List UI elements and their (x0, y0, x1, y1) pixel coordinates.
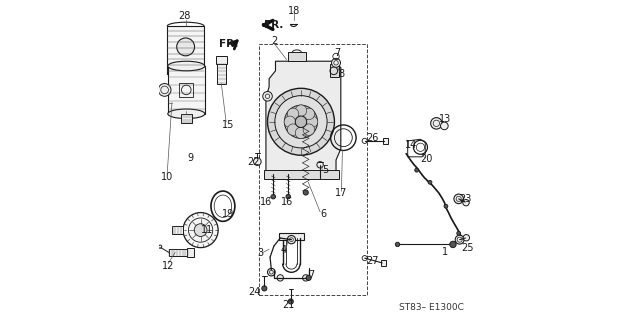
Circle shape (158, 84, 171, 96)
Text: 14: 14 (404, 140, 417, 150)
Bar (215, 56, 227, 64)
Bar (288, 52, 306, 61)
Circle shape (287, 124, 299, 135)
Text: 26: 26 (366, 133, 378, 143)
Bar (187, 248, 194, 257)
Bar (330, 64, 340, 77)
Circle shape (176, 38, 194, 56)
Text: 7: 7 (308, 270, 315, 280)
Bar (179, 83, 193, 97)
Text: 19: 19 (222, 209, 234, 219)
Circle shape (284, 116, 296, 127)
Text: 8: 8 (338, 69, 345, 79)
Circle shape (303, 124, 315, 135)
Bar (279, 233, 303, 240)
Text: 16: 16 (261, 197, 273, 207)
Text: 28: 28 (178, 11, 190, 21)
Text: 9: 9 (187, 153, 194, 164)
Text: 7: 7 (334, 48, 341, 58)
Circle shape (295, 116, 306, 127)
Text: 24: 24 (248, 287, 261, 297)
Circle shape (463, 199, 469, 206)
Text: FR.: FR. (219, 39, 238, 49)
Circle shape (262, 286, 267, 291)
Circle shape (457, 231, 461, 235)
Circle shape (295, 105, 306, 116)
Text: 13: 13 (439, 114, 451, 124)
Circle shape (455, 235, 464, 244)
Text: 23: 23 (459, 194, 471, 204)
Text: 3: 3 (257, 248, 264, 258)
Text: 6: 6 (320, 209, 326, 219)
Bar (169, 249, 188, 256)
Circle shape (306, 116, 318, 127)
Text: 22: 22 (247, 156, 259, 167)
Circle shape (454, 194, 464, 204)
Text: 18: 18 (287, 6, 300, 16)
Bar (383, 138, 388, 144)
Circle shape (441, 122, 448, 130)
Text: 5: 5 (322, 164, 328, 174)
Circle shape (288, 299, 293, 304)
Text: 15: 15 (222, 120, 234, 130)
Circle shape (286, 195, 290, 199)
Text: FR.: FR. (264, 20, 283, 29)
Circle shape (463, 235, 469, 241)
Circle shape (450, 241, 456, 248)
Circle shape (287, 108, 299, 120)
Text: 10: 10 (161, 172, 173, 181)
Circle shape (254, 158, 261, 165)
Circle shape (268, 268, 275, 276)
Circle shape (183, 212, 218, 248)
Text: 21: 21 (282, 300, 294, 310)
Circle shape (317, 162, 324, 168)
Text: 1: 1 (442, 247, 448, 257)
Circle shape (284, 105, 317, 138)
Circle shape (194, 224, 207, 236)
Circle shape (332, 58, 341, 67)
Circle shape (431, 118, 442, 129)
Circle shape (396, 242, 400, 247)
Ellipse shape (168, 61, 204, 71)
Circle shape (275, 96, 327, 148)
Text: 27: 27 (366, 256, 378, 266)
Circle shape (303, 190, 308, 195)
Text: ST83– E1300C: ST83– E1300C (399, 303, 464, 312)
Bar (381, 260, 386, 266)
Text: 25: 25 (461, 243, 474, 252)
Text: 16: 16 (280, 197, 293, 207)
Circle shape (428, 180, 432, 184)
Circle shape (268, 88, 334, 155)
Circle shape (287, 236, 296, 244)
Text: 2: 2 (271, 36, 277, 46)
Ellipse shape (168, 109, 204, 119)
Circle shape (277, 275, 283, 281)
Circle shape (271, 195, 275, 199)
Text: 17: 17 (334, 188, 347, 198)
Bar (167, 26, 204, 74)
Bar (180, 114, 192, 123)
Circle shape (306, 275, 311, 280)
Text: 11: 11 (201, 225, 213, 235)
Polygon shape (266, 61, 341, 174)
Text: 4: 4 (280, 245, 287, 255)
Text: 12: 12 (162, 261, 175, 271)
Circle shape (262, 92, 272, 101)
Bar (259, 44, 368, 295)
Bar (172, 226, 183, 234)
Circle shape (295, 127, 306, 139)
Bar (264, 170, 340, 179)
Circle shape (303, 108, 315, 120)
Circle shape (303, 275, 309, 281)
Circle shape (444, 204, 448, 208)
Bar (168, 66, 204, 114)
Circle shape (415, 168, 419, 172)
Text: 20: 20 (420, 154, 433, 164)
Bar (217, 64, 226, 84)
